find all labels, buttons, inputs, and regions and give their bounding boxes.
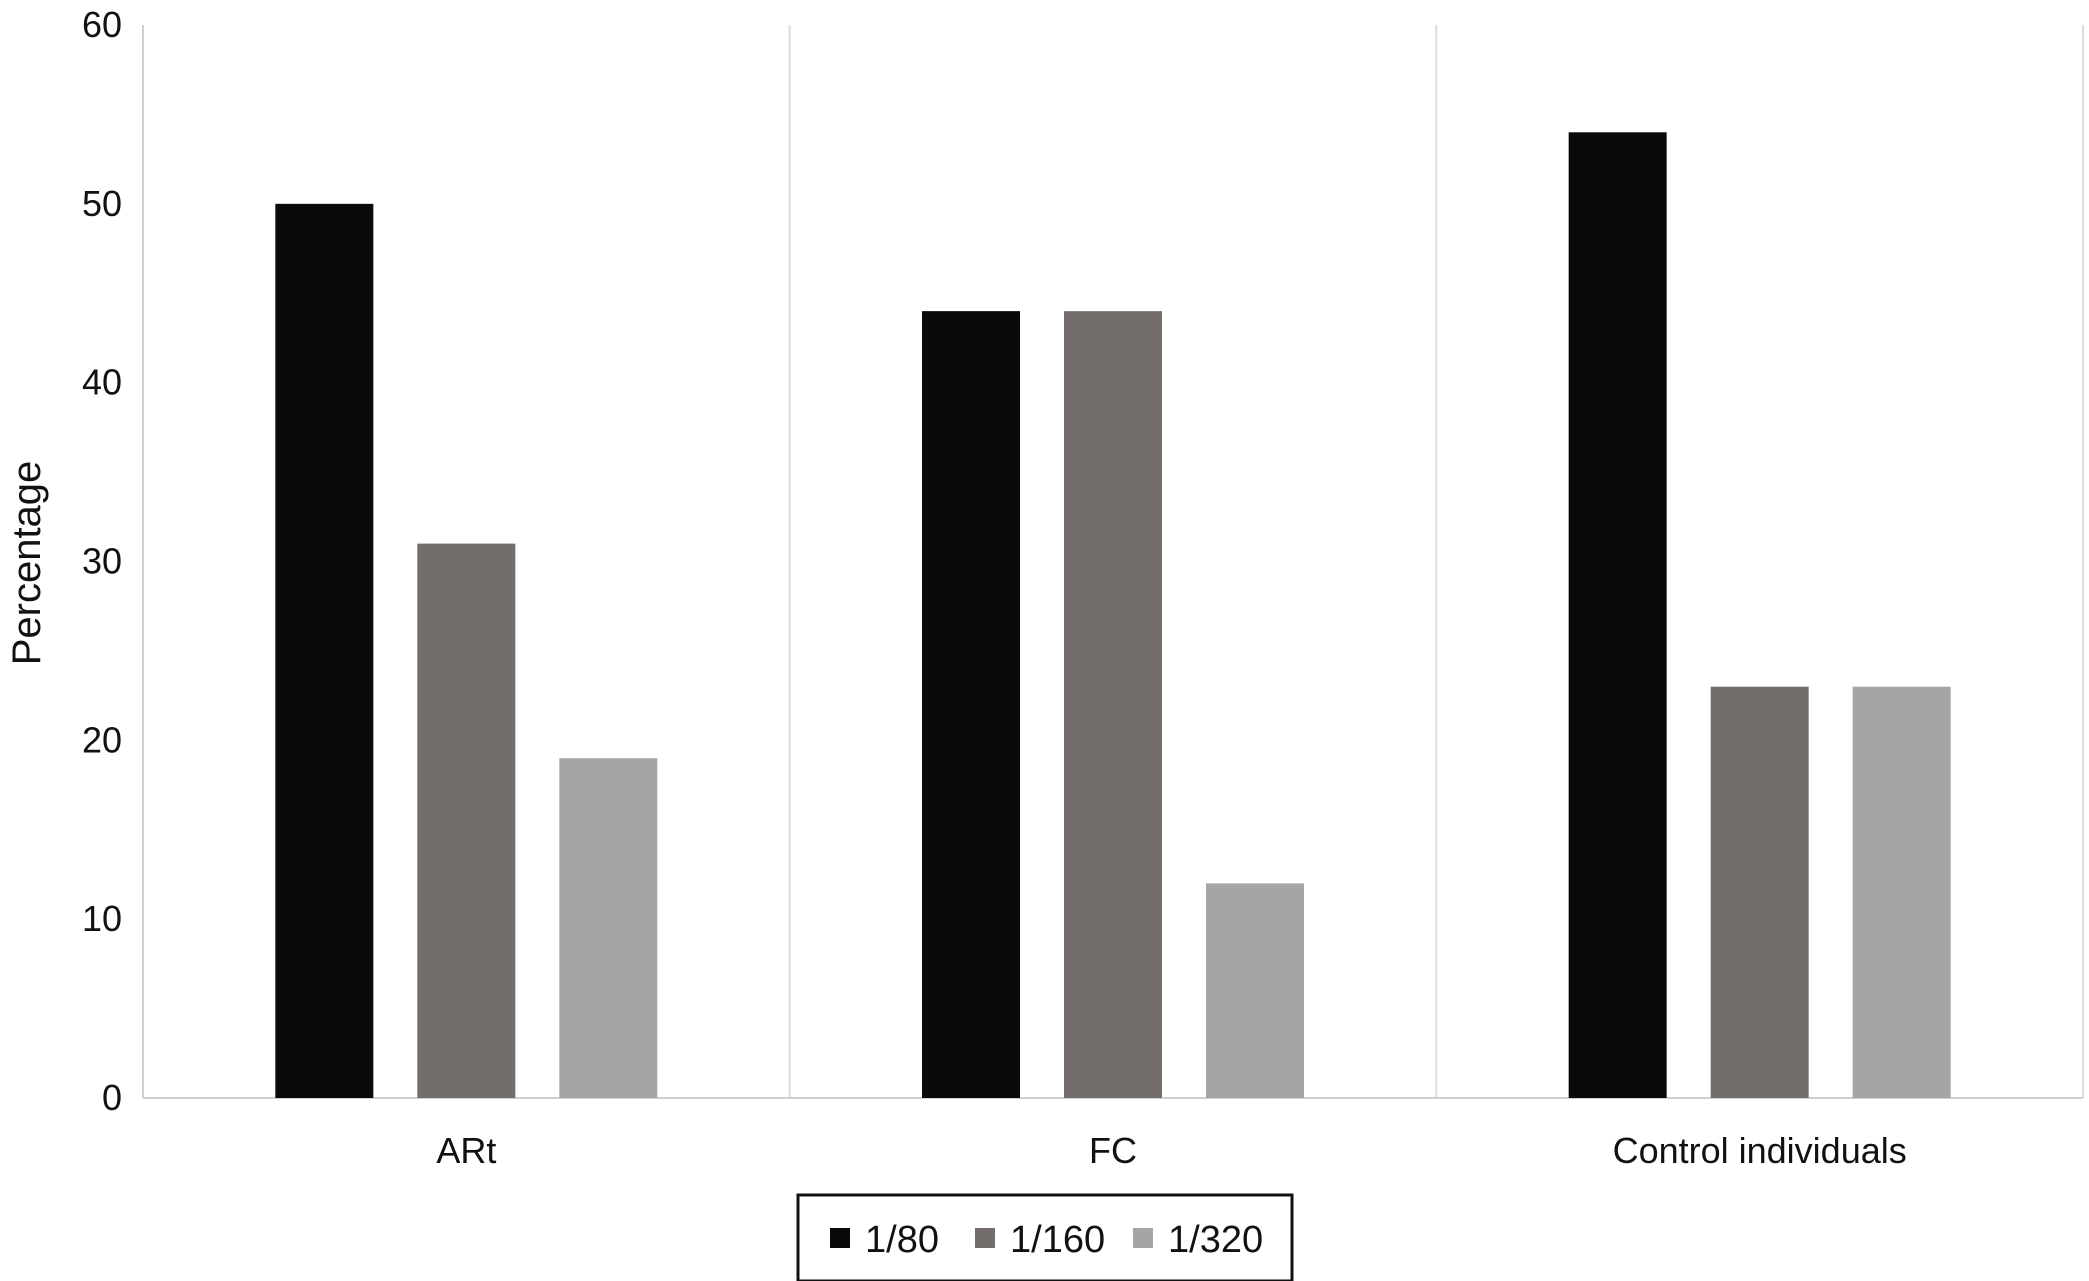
y-tick-label: 0: [102, 1077, 122, 1118]
y-tick-label: 20: [82, 719, 122, 760]
y-tick-label: 30: [82, 541, 122, 582]
legend-swatch: [1133, 1228, 1153, 1248]
legend-label: 1/160: [1010, 1219, 1105, 1261]
bar: [559, 758, 658, 1098]
category-label: FC: [1089, 1130, 1137, 1171]
y-tick-label: 10: [82, 898, 122, 939]
bar: [275, 203, 374, 1099]
bar: [1852, 686, 1951, 1098]
legend-swatch: [975, 1228, 995, 1248]
legend: 1/80 1/160 1/320: [796, 1193, 1294, 1281]
y-tick-labels: 0 10 20 30 40 50 60: [82, 4, 122, 1118]
y-tick-label: 50: [82, 183, 122, 224]
bar: [922, 311, 1020, 1099]
bar: [417, 543, 516, 1098]
legend-box: [796, 1193, 1294, 1281]
y-axis-title: Percentage: [5, 461, 49, 666]
category-labels: ARt FC Control individuals: [436, 1130, 1906, 1171]
bar: [1710, 686, 1809, 1098]
category-label: Control individuals: [1613, 1130, 1907, 1171]
bars: [275, 132, 1951, 1099]
gridlines: [788, 25, 2084, 1098]
bar: [1064, 311, 1162, 1099]
bar: [1568, 132, 1667, 1099]
legend-label: 1/80: [865, 1219, 939, 1261]
legend-label: 1/320: [1168, 1219, 1263, 1261]
y-tick-label: 60: [82, 4, 122, 45]
y-tick-label: 40: [82, 362, 122, 403]
bar: [1206, 883, 1304, 1098]
legend-swatch: [830, 1228, 850, 1248]
category-label: ARt: [436, 1130, 496, 1171]
